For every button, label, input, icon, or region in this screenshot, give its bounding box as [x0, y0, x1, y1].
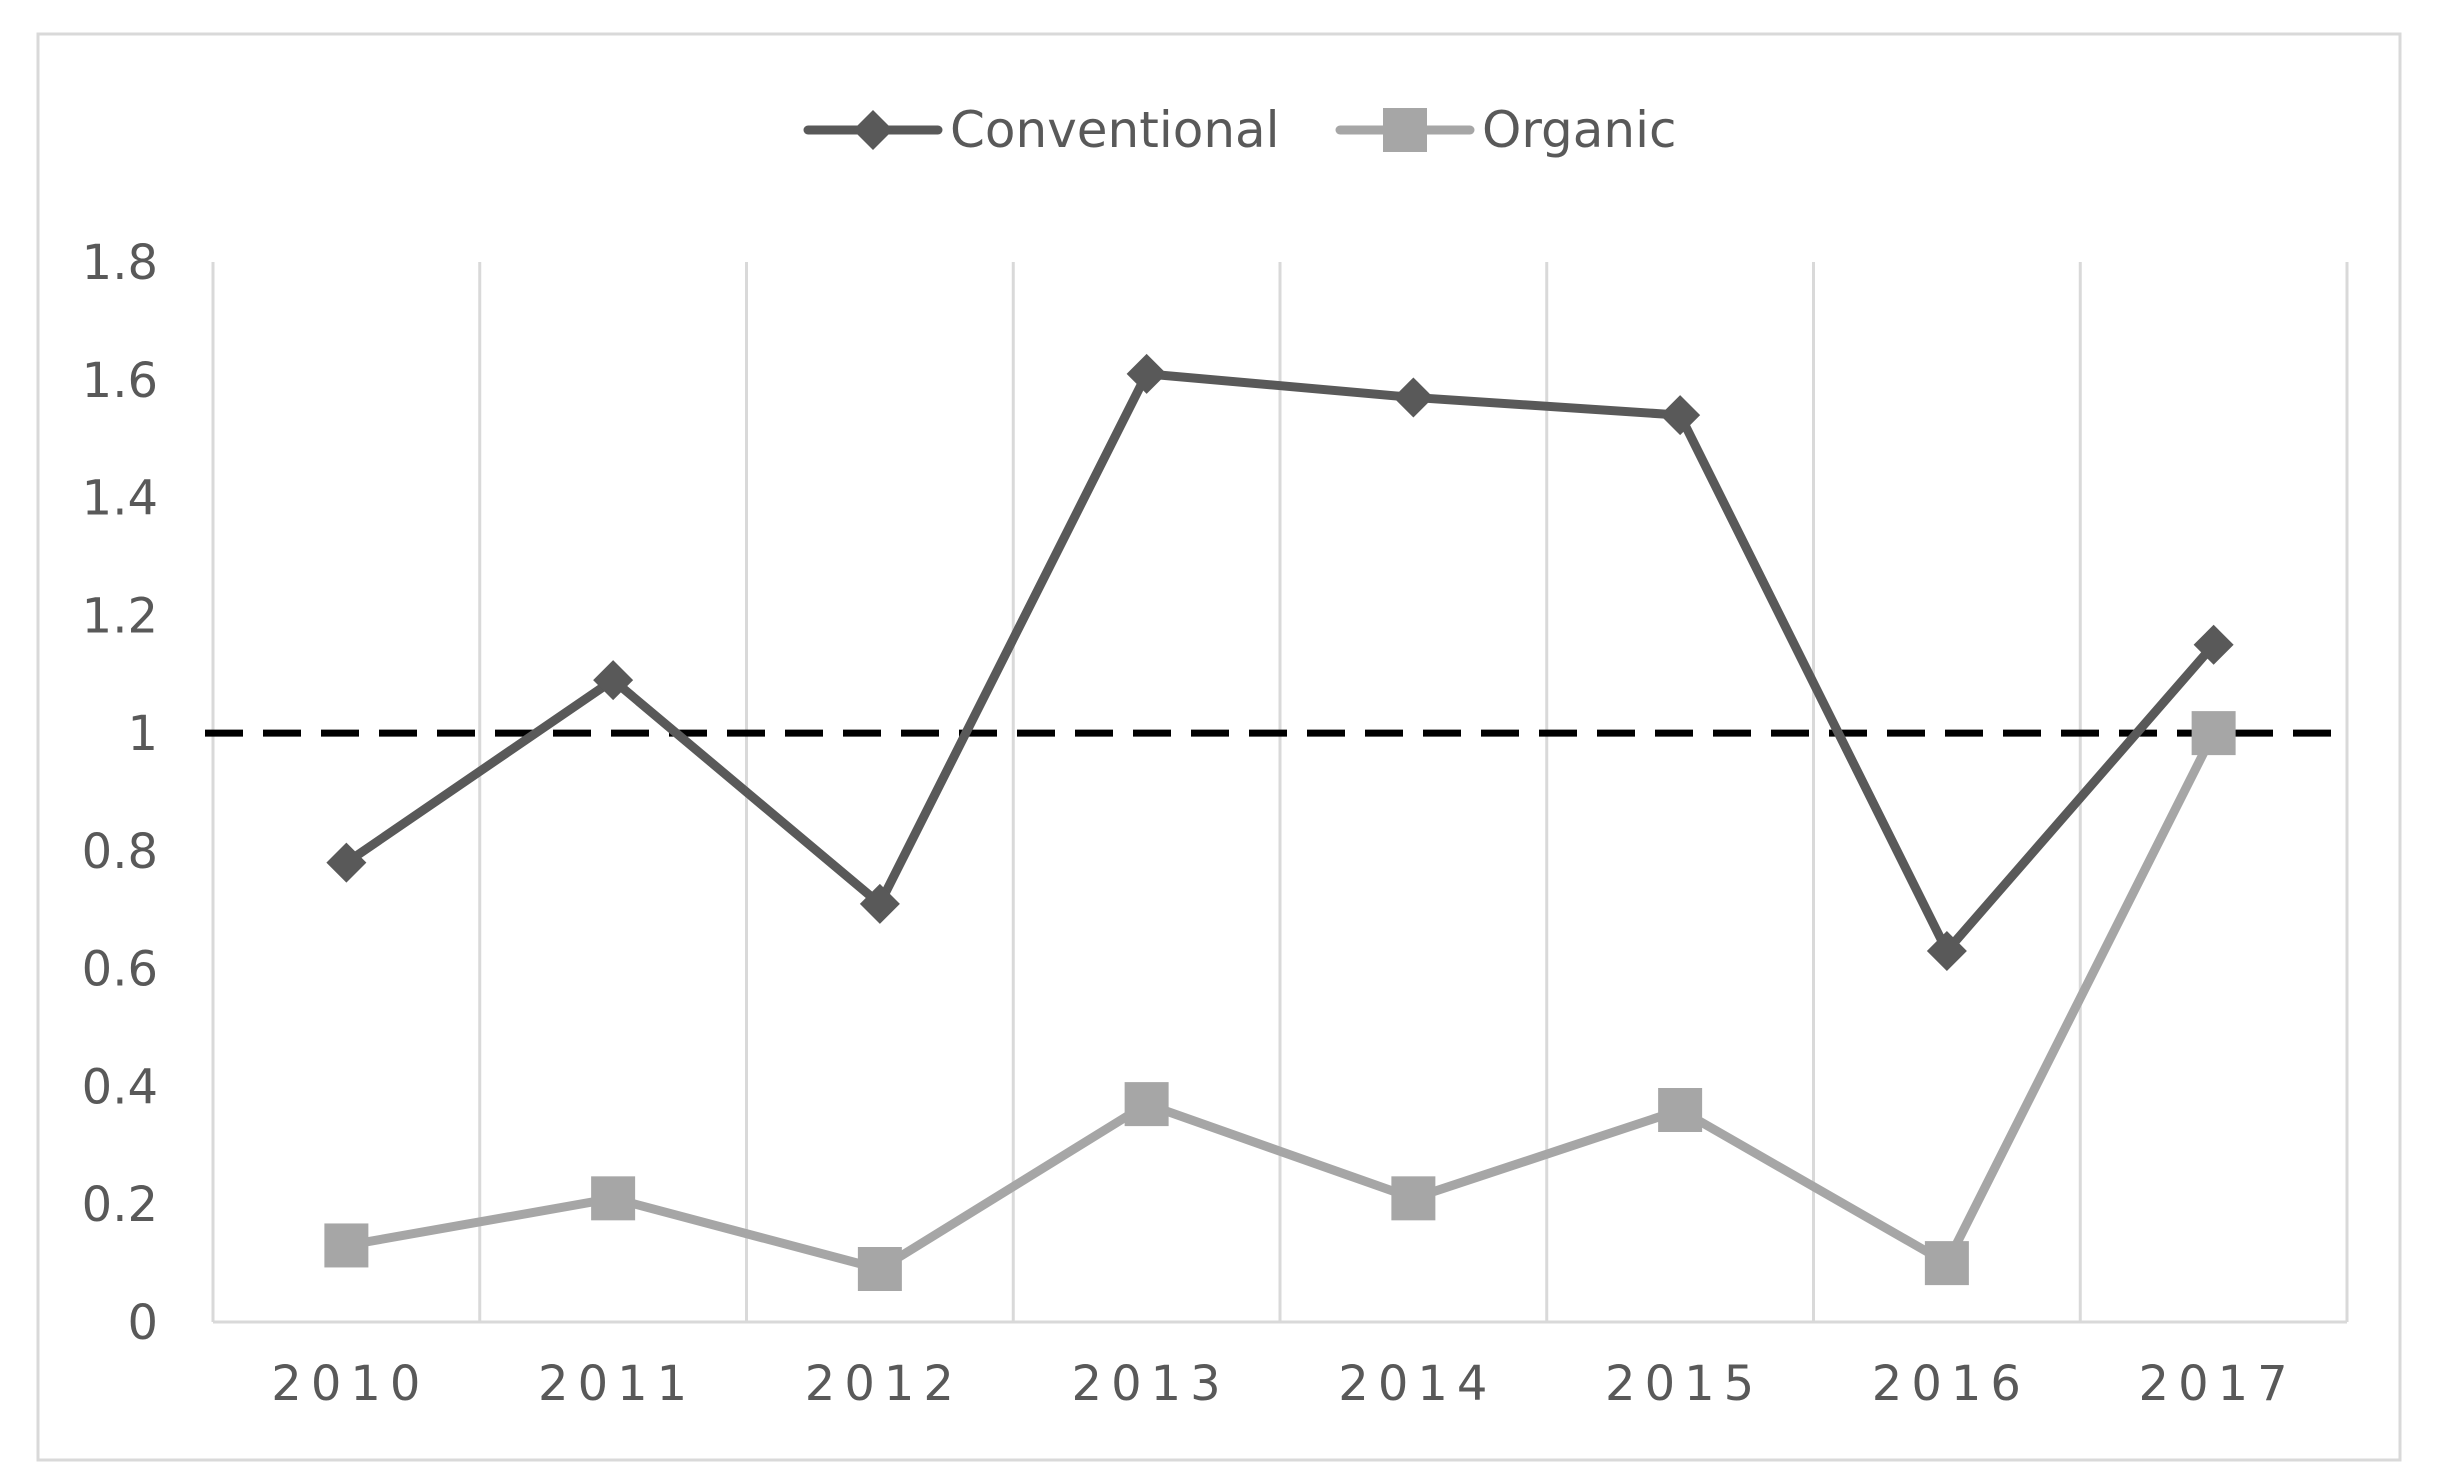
data-point-square: [2191, 711, 2236, 756]
y-axis-ticks: 0 0.2 0.4 0.6 0.8 1 1.2 1.4 1.6 1.8: [82, 235, 158, 1351]
legend: Conventional Organic: [803, 101, 1676, 159]
y-tick-label: 0: [127, 1295, 158, 1351]
y-tick-label: 0.6: [82, 942, 158, 998]
x-tick-label: 2017: [2139, 1356, 2297, 1412]
legend-entry-conventional: Conventional: [803, 101, 1280, 159]
x-tick-label: 2011: [538, 1356, 696, 1412]
x-tick-label: 2014: [1338, 1356, 1496, 1412]
data-point-diamond: [853, 110, 893, 150]
data-point-diamond: [859, 883, 900, 924]
x-tick-label: 2015: [1605, 1356, 1763, 1412]
y-tick-label: 1: [127, 706, 158, 762]
data-point-diamond: [326, 842, 367, 883]
series-organic: [324, 711, 2236, 1291]
data-point-square: [1391, 1176, 1436, 1221]
y-tick-label: 1.8: [82, 235, 158, 291]
data-point-diamond: [593, 660, 634, 701]
y-tick-label: 1.6: [82, 353, 158, 409]
series-group: [324, 353, 2236, 1291]
legend-entry-organic: Organic: [1335, 101, 1676, 159]
y-tick-label: 0.4: [82, 1059, 158, 1115]
series-conventional: [326, 353, 2234, 971]
data-point-square: [1124, 1082, 1169, 1127]
data-point-diamond: [2193, 624, 2234, 665]
y-tick-label: 1.4: [82, 471, 158, 527]
x-tick-label: 2013: [1072, 1356, 1230, 1412]
data-point-diamond: [1926, 931, 1967, 971]
data-point-diamond: [1660, 395, 1701, 436]
x-tick-label: 2012: [805, 1356, 963, 1412]
data-point-square: [857, 1247, 902, 1291]
y-tick-label: 0.2: [82, 1177, 158, 1233]
chart-border: [36, 32, 2402, 1462]
data-point-square: [1383, 108, 1427, 152]
legend-label: Conventional: [950, 101, 1280, 159]
data-point-square: [1924, 1241, 1969, 1286]
y-tick-label: 1.2: [82, 588, 158, 644]
data-point-square: [591, 1176, 636, 1221]
data-point-diamond: [1393, 377, 1434, 418]
x-axis-ticks: 2010 2011 2012 2013 2014 2015 2016 2017: [271, 1356, 2297, 1412]
data-point-square: [1658, 1088, 1703, 1132]
series-line: [341, 728, 2219, 1274]
legend-label: Organic: [1482, 101, 1676, 159]
series-line: [341, 369, 2219, 956]
y-tick-label: 0.8: [82, 824, 158, 880]
data-point-square: [324, 1223, 369, 1268]
x-tick-label: 2010: [271, 1356, 429, 1412]
x-tick-label: 2016: [1872, 1356, 2030, 1412]
data-point-diamond: [1126, 353, 1167, 394]
